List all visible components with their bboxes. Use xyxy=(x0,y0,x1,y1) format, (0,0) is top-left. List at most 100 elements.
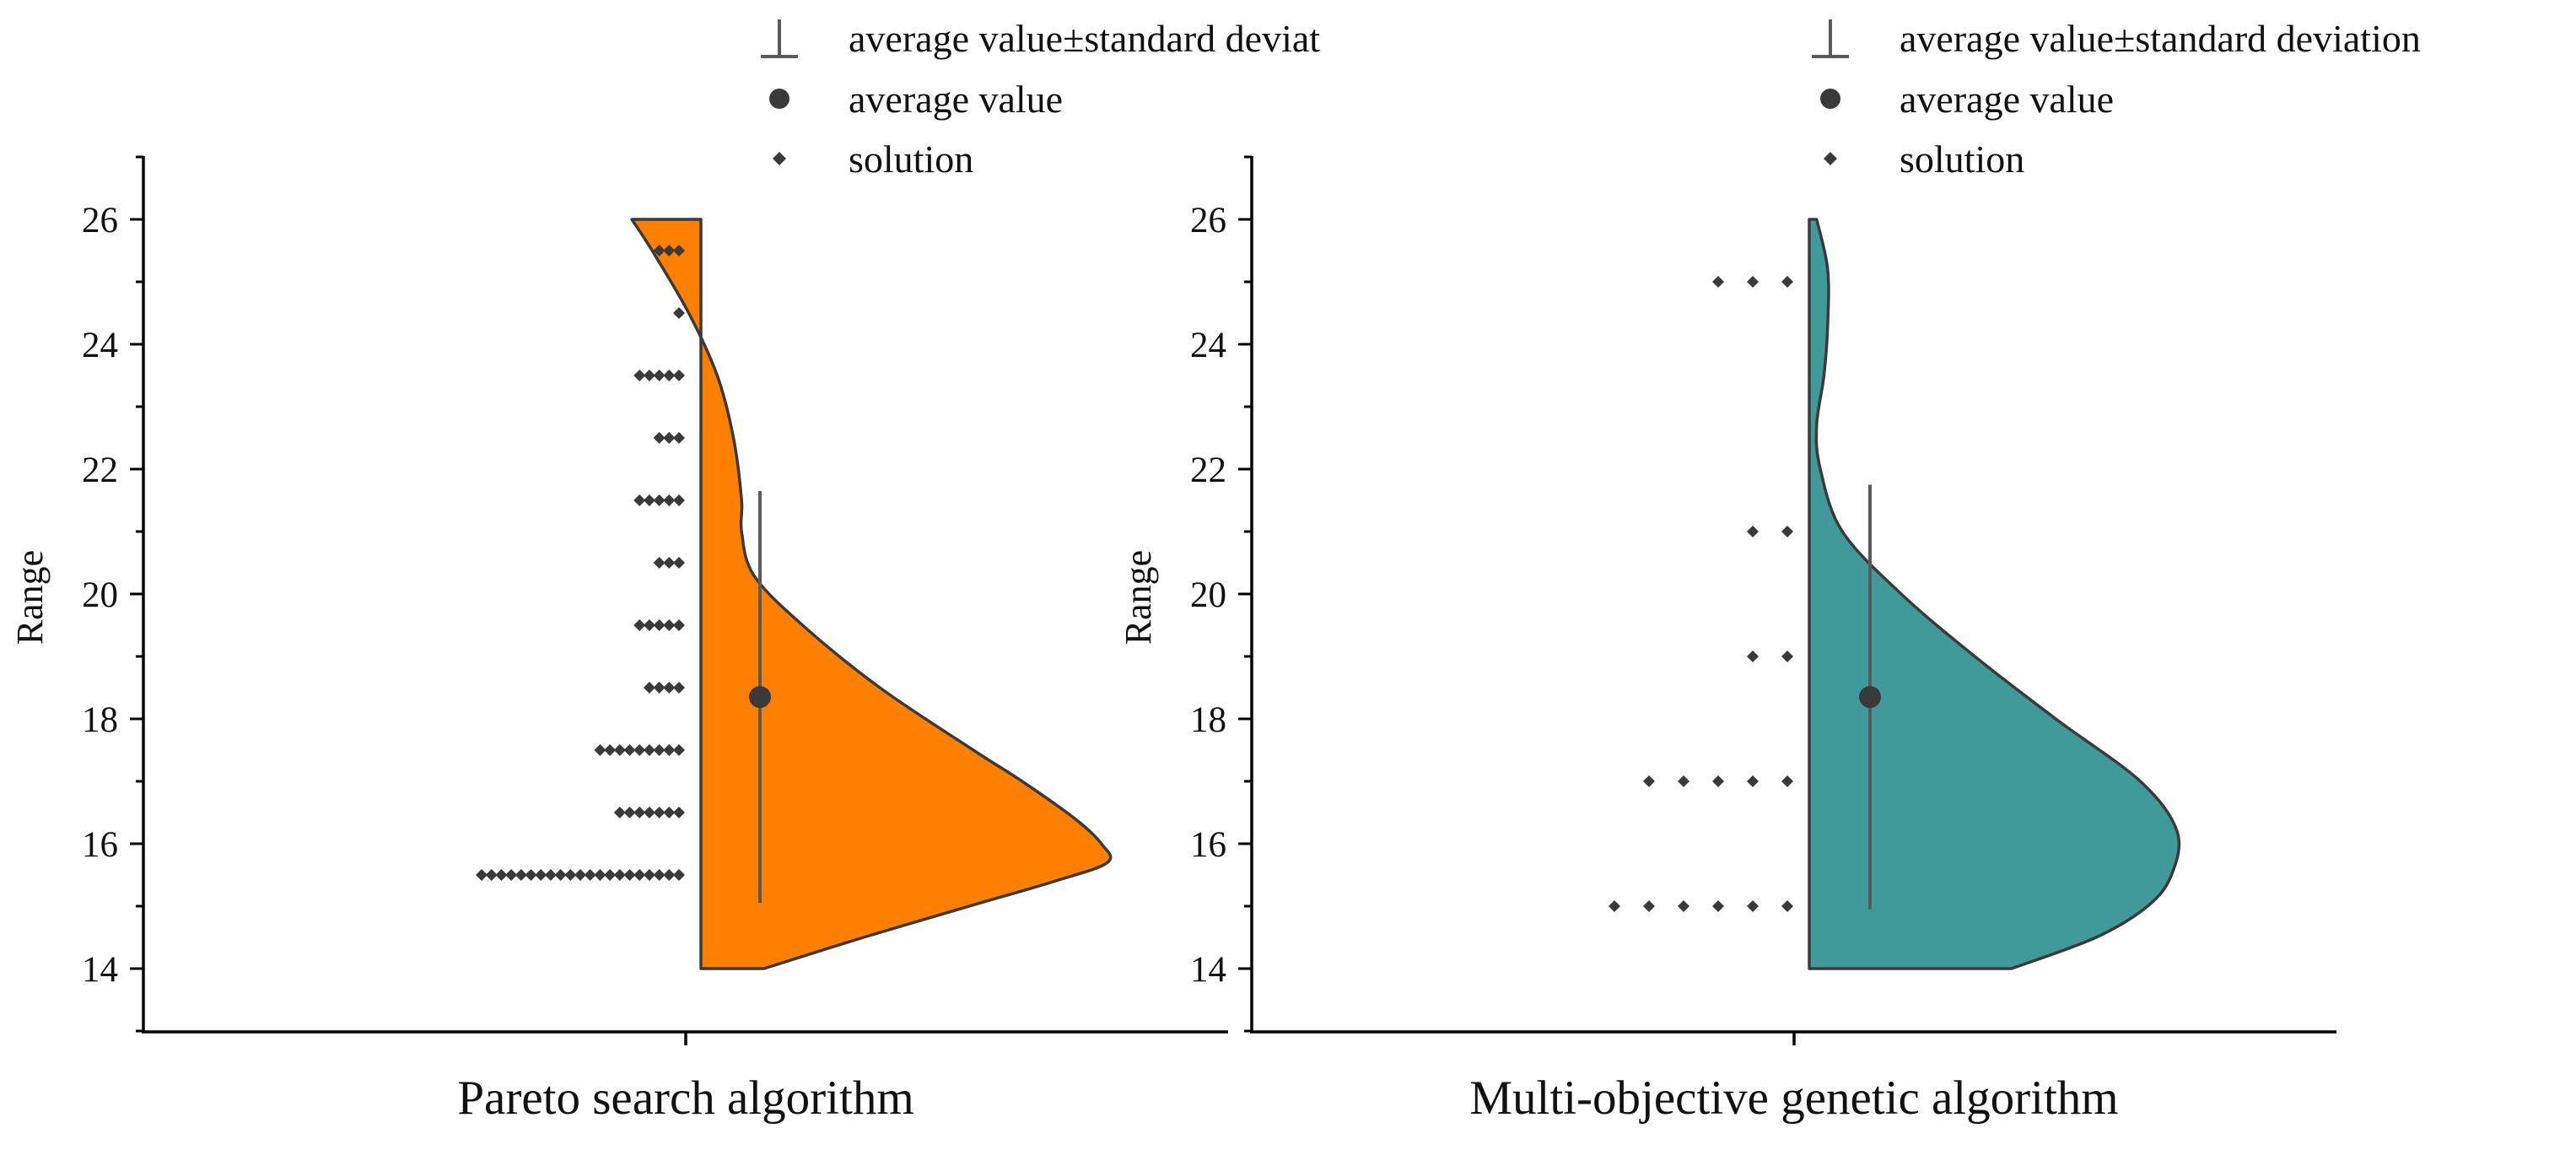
solution-point xyxy=(663,744,676,756)
solution-point xyxy=(476,869,488,881)
solution-point xyxy=(653,807,666,818)
solution-point xyxy=(1643,900,1655,912)
solution-point xyxy=(673,432,685,444)
solution-point xyxy=(1712,276,1724,288)
solution-point xyxy=(1678,775,1689,787)
solution-point xyxy=(673,370,685,381)
solution-point xyxy=(604,744,617,756)
solution-point xyxy=(1781,276,1793,288)
legend-label-solution: solution xyxy=(849,138,973,181)
solution-point xyxy=(663,432,676,444)
legend-label-std: average value±standard deviat xyxy=(849,17,1320,60)
solution-point xyxy=(594,744,606,756)
solution-point xyxy=(1678,900,1689,912)
panel-pareto: 14 16 18 20 22 24 26 Range Pareto search… xyxy=(9,17,1320,1125)
solution-point xyxy=(643,807,655,818)
solution-legend-icon xyxy=(773,152,786,165)
solution-point xyxy=(643,869,655,881)
solution-point xyxy=(633,869,646,881)
y-tick-label: 26 xyxy=(82,201,118,240)
solution-point xyxy=(673,494,685,506)
solution-point xyxy=(613,744,626,756)
average-dot-legend-icon xyxy=(769,89,790,109)
solution-point xyxy=(663,557,676,569)
solution-point xyxy=(535,869,547,881)
solution-point xyxy=(1747,775,1759,787)
solution-point xyxy=(574,869,586,881)
solution-point xyxy=(633,619,646,631)
solution-point xyxy=(653,245,666,256)
y-tick-label: 20 xyxy=(82,575,118,615)
solution-point xyxy=(485,869,498,881)
y-tick-label: 20 xyxy=(1190,575,1226,615)
axes xyxy=(130,155,1228,1045)
solution-point xyxy=(633,807,646,818)
solution-point xyxy=(1747,276,1759,288)
solution-point xyxy=(673,619,685,631)
axes xyxy=(1238,155,2336,1045)
solution-point xyxy=(544,869,557,881)
solution-point xyxy=(1643,775,1655,787)
solution-legend-icon xyxy=(1824,152,1837,165)
solution-point xyxy=(653,682,666,694)
solution-point xyxy=(604,869,617,881)
solution-point xyxy=(633,494,646,506)
y-tick-label: 26 xyxy=(1190,201,1226,240)
solution-point xyxy=(643,682,655,694)
legend-label-std: average value±standard deviation xyxy=(1900,17,2421,60)
y-tick-label: 18 xyxy=(82,700,118,740)
plot-area xyxy=(1609,218,2181,970)
violin-body xyxy=(630,218,1113,970)
solution-point xyxy=(663,619,676,631)
panel-genetic: 14 16 18 20 22 24 26 Range Multi-objecti… xyxy=(1118,17,2421,1125)
solution-point xyxy=(663,494,676,506)
legend-label-solution: solution xyxy=(1900,138,2024,181)
y-tick-label: 22 xyxy=(82,451,118,490)
solution-point xyxy=(633,744,646,756)
solution-point xyxy=(663,682,676,694)
solution-point xyxy=(1781,900,1793,912)
solution-point xyxy=(1712,775,1724,787)
solution-point xyxy=(673,245,685,256)
y-tick-label: 22 xyxy=(1190,451,1226,490)
solution-point xyxy=(613,869,626,881)
solution-point xyxy=(1609,900,1620,912)
legend: average value±standard deviat average va… xyxy=(761,17,1320,181)
average-value-dot xyxy=(1859,686,1881,709)
solution-point xyxy=(663,245,676,256)
solution-point xyxy=(643,370,655,381)
y-tick-label: 14 xyxy=(82,950,118,990)
y-tick-label: 18 xyxy=(1190,700,1226,740)
legend-label-average: average value xyxy=(1900,78,2114,121)
y-tick-label: 24 xyxy=(82,326,118,365)
solution-point xyxy=(515,869,527,881)
solution-point xyxy=(653,619,666,631)
y-axis-label: Range xyxy=(9,550,51,645)
solution-point xyxy=(623,869,636,881)
solution-point xyxy=(643,619,655,631)
solution-point xyxy=(594,869,606,881)
solution-point xyxy=(653,557,666,569)
solution-point xyxy=(663,869,676,881)
solution-point xyxy=(673,807,685,818)
solution-point xyxy=(623,807,636,818)
solution-point xyxy=(1712,900,1724,912)
y-tick-labels: 14 16 18 20 22 24 26 xyxy=(82,201,118,990)
solution-point xyxy=(673,869,685,881)
legend-label-average: average value xyxy=(849,78,1063,121)
solution-point xyxy=(495,869,508,881)
solution-point xyxy=(673,307,685,319)
y-axis-label: Range xyxy=(1118,550,1159,645)
plot-area xyxy=(476,218,1113,970)
solution-point xyxy=(1747,651,1759,662)
violin-body xyxy=(1808,218,2181,970)
solution-point xyxy=(633,370,646,381)
solution-point xyxy=(653,869,666,881)
solution-point xyxy=(673,682,685,694)
average-value-dot xyxy=(749,686,771,709)
solution-point xyxy=(1781,651,1793,662)
solution-point xyxy=(584,869,596,881)
solution-point xyxy=(564,869,577,881)
